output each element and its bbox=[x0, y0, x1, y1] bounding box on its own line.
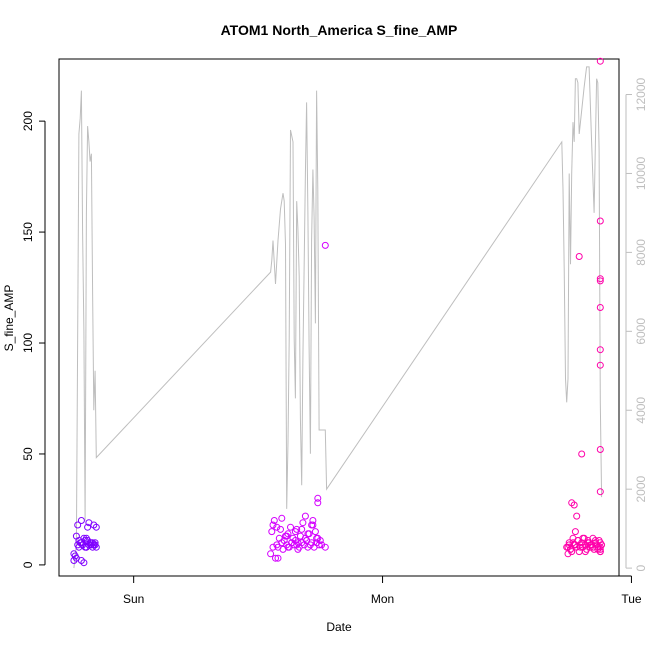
data-point bbox=[596, 275, 604, 283]
data-point bbox=[311, 528, 319, 536]
data-point bbox=[578, 450, 586, 458]
data-point bbox=[596, 217, 604, 225]
chart-title: ATOM1 North_America S_fine_AMP bbox=[221, 22, 458, 38]
data-point bbox=[573, 512, 581, 520]
data-point bbox=[91, 541, 99, 549]
plot-area bbox=[58, 58, 620, 577]
data-point bbox=[314, 494, 322, 502]
y-tick-label: 100 bbox=[21, 333, 35, 353]
data-point bbox=[270, 517, 278, 524]
x-axis-label: Date bbox=[326, 620, 352, 634]
data-point bbox=[267, 550, 275, 558]
data-point bbox=[287, 523, 294, 531]
x-tick-label: Tue bbox=[621, 592, 642, 606]
data-point bbox=[321, 241, 329, 249]
data-point bbox=[579, 534, 587, 542]
data-point bbox=[565, 541, 573, 549]
data-point bbox=[321, 543, 329, 551]
data-point bbox=[568, 548, 576, 556]
data-point bbox=[84, 523, 92, 531]
data-point bbox=[318, 541, 326, 549]
data-point bbox=[308, 521, 316, 529]
data-point bbox=[289, 534, 297, 542]
data-point bbox=[299, 519, 307, 527]
y-axis-label: S_fine_AMP bbox=[2, 285, 16, 352]
data-point bbox=[571, 528, 579, 536]
data-point bbox=[278, 514, 286, 522]
data-point bbox=[291, 528, 299, 536]
data-point bbox=[277, 525, 284, 533]
data-point bbox=[316, 537, 324, 544]
points-layer bbox=[70, 57, 606, 567]
y2-tick-label: 10000 bbox=[634, 156, 648, 190]
data-point bbox=[596, 304, 604, 311]
data-point bbox=[301, 512, 309, 520]
data-point bbox=[92, 523, 100, 531]
y2-tick-label: 12000 bbox=[634, 78, 648, 112]
data-point bbox=[596, 539, 604, 547]
data-point bbox=[596, 543, 604, 551]
y2-tick-label: 4000 bbox=[634, 397, 648, 424]
data-point bbox=[70, 550, 78, 558]
data-point bbox=[576, 543, 584, 551]
data-point bbox=[596, 548, 604, 556]
data-point bbox=[315, 541, 323, 549]
x-tick-label: Sun bbox=[123, 592, 144, 606]
y-axis: 0 50 100 150 200 bbox=[21, 111, 46, 568]
data-point bbox=[304, 530, 312, 538]
secondary-line-layer bbox=[73, 66, 603, 569]
data-point bbox=[596, 57, 604, 65]
data-point bbox=[84, 537, 92, 544]
data-point bbox=[77, 517, 85, 524]
data-point bbox=[596, 277, 604, 285]
data-point bbox=[74, 521, 82, 529]
data-point bbox=[284, 543, 292, 551]
data-point bbox=[570, 501, 578, 509]
data-point bbox=[294, 539, 302, 547]
data-point bbox=[298, 525, 306, 533]
data-point bbox=[269, 521, 277, 529]
data-point bbox=[269, 543, 277, 551]
data-point bbox=[268, 528, 276, 536]
data-point bbox=[596, 488, 604, 496]
data-point bbox=[274, 554, 282, 562]
data-point bbox=[596, 446, 604, 453]
data-point bbox=[309, 517, 317, 524]
y-tick-label: 200 bbox=[21, 111, 35, 131]
data-point bbox=[80, 559, 88, 567]
data-point bbox=[314, 499, 322, 507]
y2-tick-label: 0 bbox=[634, 564, 648, 571]
data-point bbox=[272, 554, 279, 562]
data-point bbox=[313, 534, 321, 542]
data-point bbox=[273, 523, 281, 531]
y-tick-label: 150 bbox=[21, 222, 35, 242]
data-point bbox=[82, 543, 90, 551]
data-point bbox=[596, 545, 604, 553]
series-line-secondary bbox=[73, 66, 603, 569]
y2-tick-label: 2000 bbox=[634, 476, 648, 503]
data-point bbox=[303, 537, 311, 544]
y2-axis: 0 2000 4000 6000 8000 10000 12000 bbox=[625, 78, 648, 571]
y2-tick-label: 6000 bbox=[634, 318, 648, 345]
y-tick-label: 0 bbox=[21, 561, 35, 568]
data-point bbox=[77, 539, 85, 547]
data-point bbox=[91, 539, 99, 547]
y2-tick-label: 8000 bbox=[634, 239, 648, 266]
data-point bbox=[570, 541, 578, 549]
x-tick-label: Mon bbox=[371, 592, 394, 606]
data-point bbox=[596, 361, 604, 369]
data-point bbox=[283, 532, 291, 540]
data-point bbox=[74, 541, 82, 549]
data-point bbox=[575, 253, 583, 260]
x-axis: Sun Mon Tue bbox=[123, 575, 642, 606]
data-point bbox=[596, 346, 604, 354]
y-tick-label: 50 bbox=[21, 447, 35, 461]
data-point bbox=[581, 548, 589, 556]
